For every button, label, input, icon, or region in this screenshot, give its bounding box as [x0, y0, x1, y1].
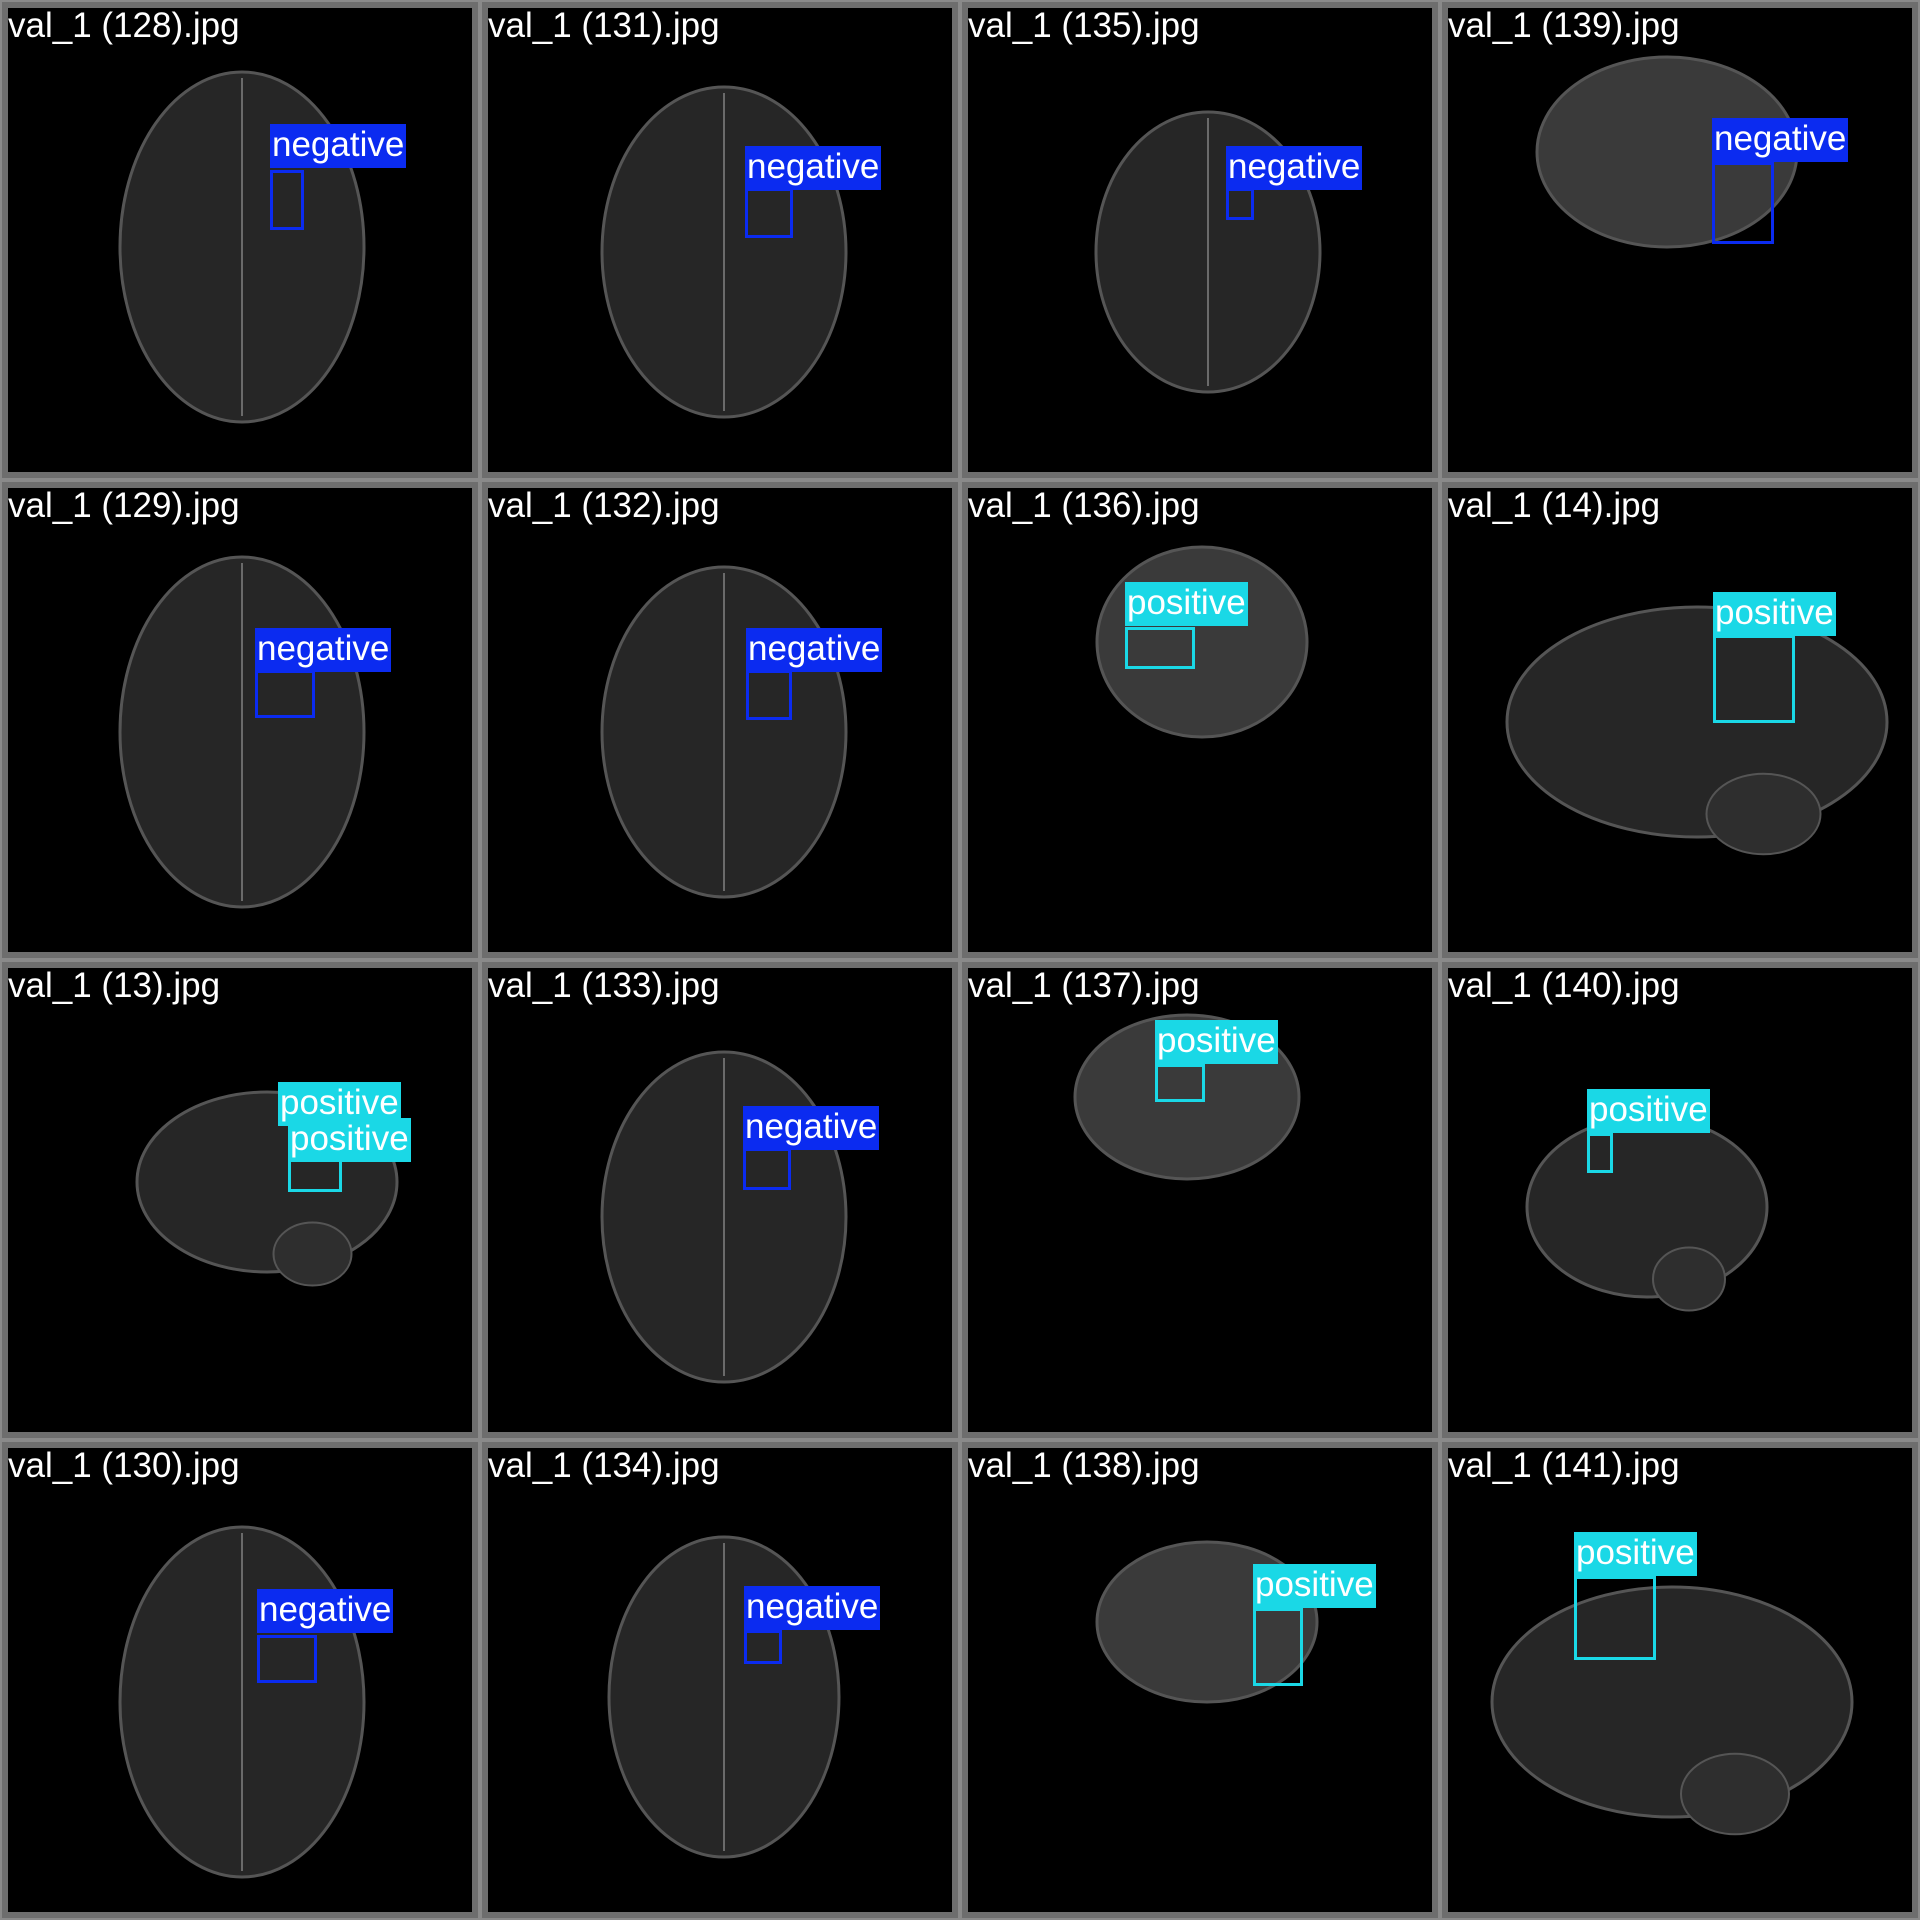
mri-scan-image — [1525, 1115, 1769, 1312]
detection-box — [1253, 1608, 1303, 1686]
mri-scan-image — [600, 1050, 848, 1384]
detection-label: negative — [255, 628, 392, 672]
image-filename: val_1 (130).jpg — [8, 1446, 240, 1485]
image-filename: val_1 (139).jpg — [1448, 6, 1680, 45]
brain-slice — [1505, 605, 1889, 839]
image-tile: positive positive val_1 (13).jpg — [0, 960, 480, 1440]
detection-box — [255, 670, 315, 718]
detection-box — [1155, 1064, 1205, 1102]
cerebellum — [272, 1221, 353, 1287]
image-filename: val_1 (13).jpg — [8, 966, 221, 1005]
mri-scan-image — [1505, 605, 1889, 856]
detection-label: positive — [288, 1118, 411, 1162]
detection-box — [1226, 188, 1254, 220]
mri-scan-image — [1095, 545, 1309, 739]
detection-box — [257, 1635, 317, 1683]
detection-label: negative — [270, 124, 407, 168]
detection-box — [1587, 1133, 1613, 1173]
cerebellum — [1652, 1246, 1726, 1312]
detection-box — [1712, 162, 1774, 244]
mri-scan-image — [600, 565, 848, 899]
image-filename: val_1 (136).jpg — [968, 486, 1200, 525]
cerebellum — [1680, 1752, 1790, 1836]
mri-scan-image — [118, 1525, 366, 1879]
detection-box — [270, 170, 304, 230]
detection-label: positive — [1253, 1564, 1376, 1608]
detection-box — [1125, 627, 1195, 669]
detection-label: negative — [744, 1586, 881, 1630]
detection-label: negative — [1712, 118, 1849, 162]
detection-box — [1574, 1576, 1656, 1660]
image-filename: val_1 (131).jpg — [488, 6, 720, 45]
brain-slice — [1525, 1115, 1769, 1299]
detection-label: negative — [257, 1589, 394, 1633]
detection-label: positive — [1125, 582, 1248, 626]
image-tile: positive val_1 (136).jpg — [960, 480, 1440, 960]
image-filename: val_1 (129).jpg — [8, 486, 240, 525]
mri-scan-image — [607, 1535, 841, 1859]
mri-scan-image — [1095, 1540, 1319, 1704]
mri-scan-image — [118, 70, 366, 424]
image-filename: val_1 (141).jpg — [1448, 1446, 1680, 1485]
image-filename: val_1 (138).jpg — [968, 1446, 1200, 1485]
image-tile: negative val_1 (139).jpg — [1440, 0, 1920, 480]
detection-box — [1713, 635, 1795, 723]
mri-scan-image — [600, 85, 848, 419]
mri-scan-image — [1094, 110, 1322, 394]
detection-box — [744, 1630, 782, 1664]
image-filename: val_1 (137).jpg — [968, 966, 1200, 1005]
image-filename: val_1 (140).jpg — [1448, 966, 1680, 1005]
image-tile: negative val_1 (135).jpg — [960, 0, 1440, 480]
image-filename: val_1 (128).jpg — [8, 6, 240, 45]
image-tile: negative val_1 (133).jpg — [480, 960, 960, 1440]
detection-label: positive — [1713, 592, 1836, 636]
detection-label: negative — [746, 628, 883, 672]
cerebellum — [1705, 772, 1822, 856]
detection-label: negative — [1226, 146, 1363, 190]
image-tile: positive val_1 (14).jpg — [1440, 480, 1920, 960]
image-filename: val_1 (133).jpg — [488, 966, 720, 1005]
detection-label: positive — [1587, 1089, 1710, 1133]
image-tile: positive val_1 (138).jpg — [960, 1440, 1440, 1920]
detection-label: positive — [1155, 1020, 1278, 1064]
image-tile: negative val_1 (132).jpg — [480, 480, 960, 960]
detection-label: positive — [1574, 1532, 1697, 1576]
image-tile: negative val_1 (134).jpg — [480, 1440, 960, 1920]
brain-slice — [1490, 1585, 1854, 1819]
detection-label: negative — [745, 146, 882, 190]
mri-scan-image — [1490, 1585, 1854, 1836]
image-tile: negative val_1 (129).jpg — [0, 480, 480, 960]
detection-label: negative — [743, 1106, 880, 1150]
image-tile: negative val_1 (130).jpg — [0, 1440, 480, 1920]
image-filename: val_1 (14).jpg — [1448, 486, 1661, 525]
detection-box — [743, 1148, 791, 1190]
image-tile: negative val_1 (128).jpg — [0, 0, 480, 480]
image-tile: positive val_1 (140).jpg — [1440, 960, 1920, 1440]
image-tile: positive val_1 (137).jpg — [960, 960, 1440, 1440]
image-tile: negative val_1 (131).jpg — [480, 0, 960, 480]
mri-scan-image — [118, 555, 366, 909]
image-tile: positive val_1 (141).jpg — [1440, 1440, 1920, 1920]
image-filename: val_1 (135).jpg — [968, 6, 1200, 45]
mri-scan-image — [1535, 55, 1799, 249]
image-filename: val_1 (134).jpg — [488, 1446, 720, 1485]
detection-box — [745, 188, 793, 238]
mri-scan-image — [135, 1090, 399, 1287]
detection-box — [746, 670, 792, 720]
image-filename: val_1 (132).jpg — [488, 486, 720, 525]
